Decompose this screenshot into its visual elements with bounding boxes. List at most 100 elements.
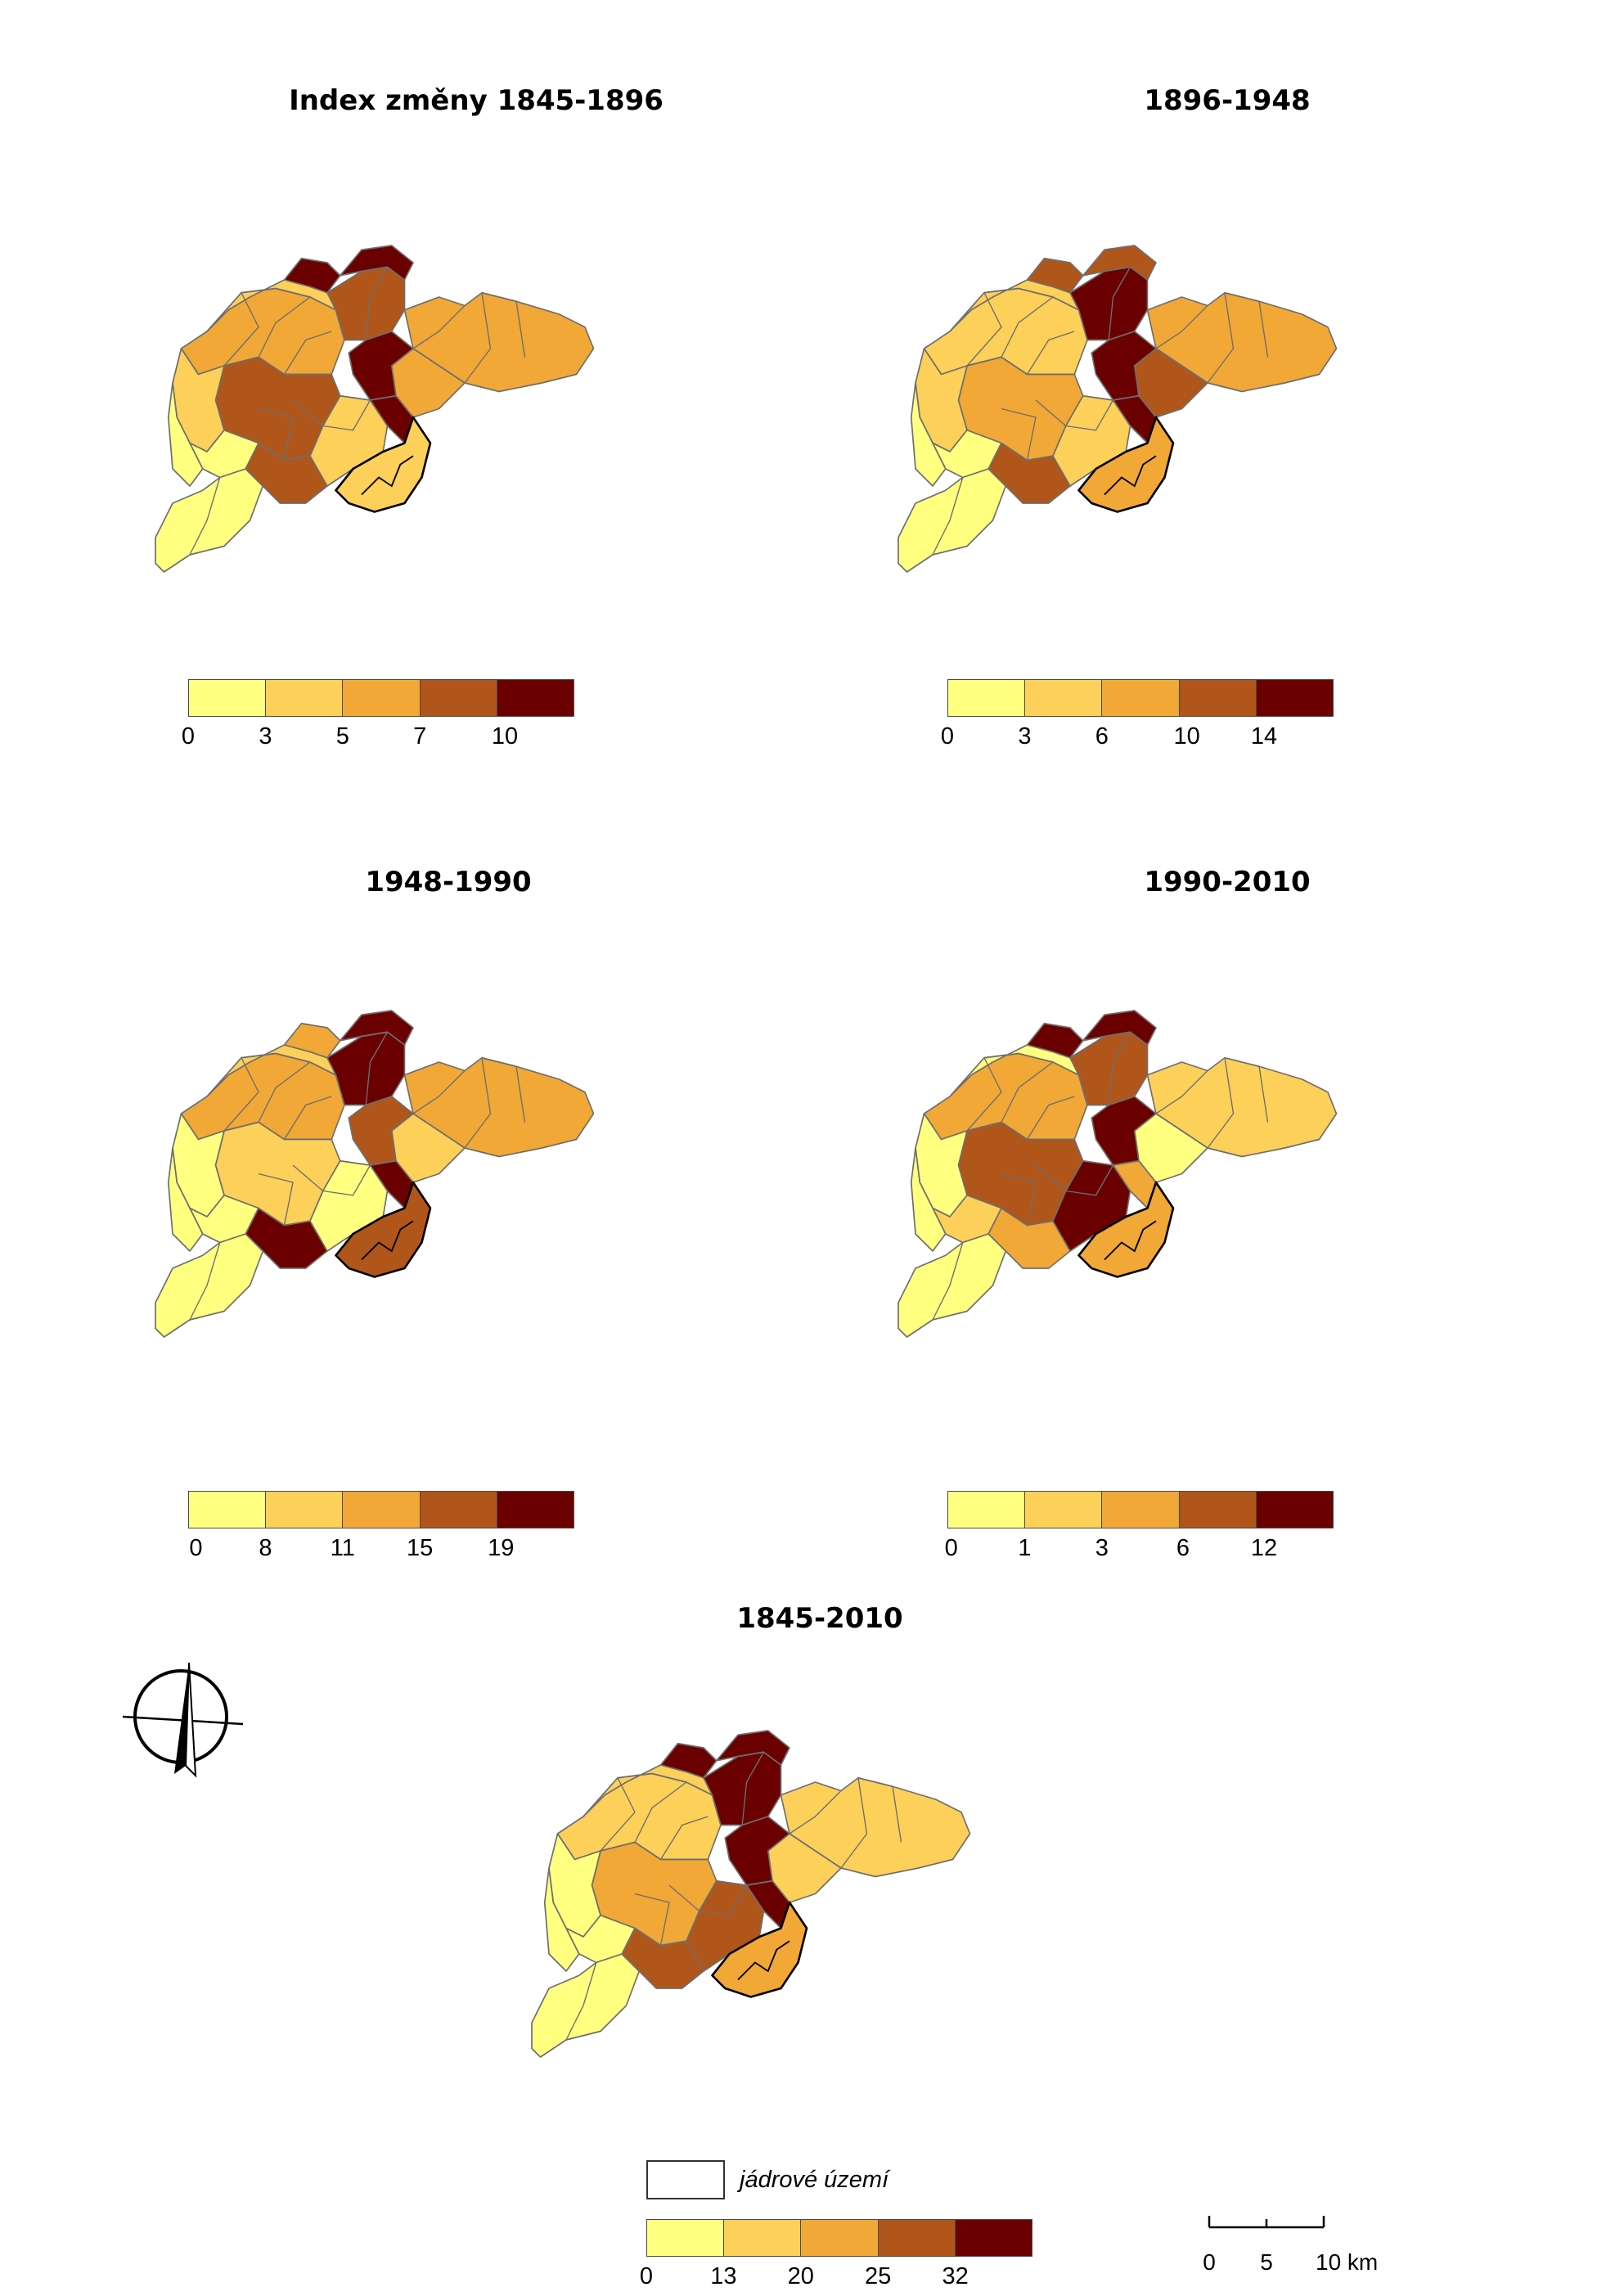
region-nw2 <box>167 1147 204 1252</box>
scale-bar: 0 5 10 km <box>1203 2216 1378 2275</box>
legend-tick: 1 <box>1018 1535 1032 1561</box>
legend-swatch <box>343 1492 421 1528</box>
municipality-boundary <box>634 1781 687 1843</box>
core-territory-label: jádrové území <box>740 2166 889 2193</box>
municipality-boundary <box>966 1057 1002 1132</box>
legend-swatch <box>189 680 267 716</box>
region-south <box>531 1953 641 2058</box>
legend-tick: 0 <box>944 1535 958 1561</box>
legend-tick: 7 <box>413 723 427 750</box>
legend-1990-2010: 0 1 3 6 12 <box>944 1491 1334 1568</box>
legend-swatch <box>497 1492 574 1528</box>
legend-tick: 14 <box>1250 723 1278 750</box>
legend-tick: 0 <box>639 2263 654 2289</box>
region-south <box>155 1233 264 1338</box>
municipality-boundary <box>365 1031 389 1105</box>
legend-1948-1990: 0 8 11 15 19 <box>188 1491 574 1568</box>
legend-tick: 13 <box>710 2263 737 2289</box>
municipality-boundary <box>515 301 526 358</box>
region-south <box>897 1233 1007 1338</box>
municipality-boundary <box>292 1164 324 1192</box>
legend-swatch <box>801 2220 879 2256</box>
legend-swatch <box>189 1492 267 1528</box>
municipality-boundary <box>189 1242 221 1321</box>
municipality-boundary <box>189 477 221 556</box>
region-n4 <box>339 1010 414 1046</box>
legend-swatch <box>497 680 574 716</box>
legend-swatch <box>724 2220 802 2256</box>
municipality-boundary <box>1155 1070 1208 1114</box>
choropleth-map-1845-2010 <box>531 1730 971 2058</box>
legend-tick: 6 <box>1176 1535 1190 1561</box>
legend-tick: 0 <box>940 723 955 750</box>
map-title-1948-1990: 1948-1990 <box>365 866 532 898</box>
region-n4 <box>339 245 414 281</box>
legend-swatch <box>1102 1492 1180 1528</box>
municipality-boundary <box>1108 1031 1131 1105</box>
municipality-boundary <box>365 266 389 340</box>
municipality-boundary <box>1108 266 1131 340</box>
region-south <box>155 468 264 573</box>
municipality-boundary <box>258 1061 311 1123</box>
legend-swatch <box>1256 1492 1334 1528</box>
region-nw2 <box>543 1867 580 1972</box>
region-n4 <box>1082 1010 1157 1046</box>
legend-swatch <box>266 1492 344 1528</box>
legend-swatch <box>647 2220 725 2256</box>
region-core <box>1077 416 1175 513</box>
municipality-boundary <box>258 296 311 358</box>
legend-swatch <box>420 1492 497 1528</box>
legend-swatch <box>1179 680 1257 716</box>
legend-1896-1948: 0 3 6 10 14 <box>941 679 1334 756</box>
region-nw2 <box>167 382 204 487</box>
legend-swatch <box>1025 680 1103 716</box>
municipality-boundary <box>1001 1061 1054 1123</box>
legend-swatch <box>948 1492 1026 1528</box>
municipality-boundary <box>258 407 294 461</box>
core-territory-boundary <box>1104 455 1157 496</box>
municipality-boundary <box>322 399 371 431</box>
choropleth-map-1948-1990 <box>155 1010 595 1338</box>
municipality-boundary <box>565 1962 597 2041</box>
municipality-boundary <box>840 1777 868 1869</box>
legend-swatch <box>955 2220 1032 2256</box>
legend-swatch <box>1179 1492 1257 1528</box>
municipality-boundary <box>412 305 466 349</box>
municipality-boundary <box>283 1096 332 1140</box>
core-territory-boundary <box>361 1220 414 1261</box>
choropleth-map-1990-2010 <box>897 1010 1338 1338</box>
municipality-boundary <box>464 292 492 384</box>
municipality-boundary <box>1207 292 1235 384</box>
legend-swatch <box>948 680 1026 716</box>
legend-1845-2010: 0 13 20 25 32 <box>640 2219 1032 2296</box>
municipality-boundary <box>412 1070 466 1114</box>
legend-tick: 3 <box>259 723 272 750</box>
legend-tick: 20 <box>787 2263 814 2289</box>
municipality-boundary <box>322 1164 371 1196</box>
legend-swatch <box>1102 680 1180 716</box>
municipality-boundary <box>1001 296 1054 358</box>
region-core <box>1077 1181 1175 1278</box>
legend-tick: 0 <box>189 1535 203 1561</box>
choropleth-map-1896-1948 <box>897 245 1338 573</box>
core-territory-swatch <box>646 2160 725 2199</box>
municipality-boundary <box>1035 1164 1067 1192</box>
legend-tick: 10 <box>491 723 519 750</box>
legend-swatch <box>420 680 497 716</box>
municipality-boundary <box>634 1893 670 1946</box>
municipality-boundary <box>1026 331 1075 375</box>
municipality-boundary <box>1001 1173 1037 1226</box>
region-n4 <box>715 1730 790 1766</box>
map-title-1990-2010: 1990-2010 <box>1144 866 1311 898</box>
municipality-boundary <box>789 1790 842 1835</box>
core-territory-boundary <box>361 455 414 496</box>
municipality-boundary <box>1258 301 1269 358</box>
municipality-boundary <box>258 1173 294 1226</box>
legend-tick: 11 <box>330 1535 355 1561</box>
region-south <box>897 468 1007 573</box>
scale-label-5: 5 <box>1260 2249 1273 2275</box>
core-territory-boundary <box>737 1940 790 1981</box>
municipality-boundary <box>932 477 964 556</box>
municipality-boundary <box>1065 399 1114 431</box>
municipality-boundary <box>1207 1057 1235 1149</box>
